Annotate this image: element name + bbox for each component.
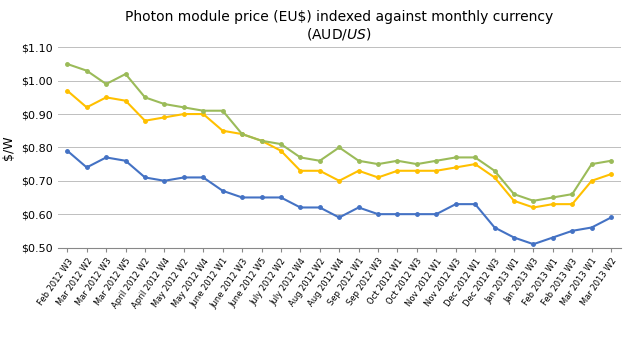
USD$/W bbox=[141, 95, 149, 99]
A$/W bbox=[471, 162, 479, 166]
€/W bbox=[296, 205, 304, 210]
USD$/W bbox=[394, 159, 401, 163]
A$/W bbox=[335, 179, 343, 183]
€/W bbox=[180, 175, 188, 179]
A$/W bbox=[122, 99, 129, 103]
A$/W bbox=[258, 139, 266, 143]
USD$/W bbox=[180, 105, 188, 110]
€/W bbox=[161, 179, 168, 183]
€/W bbox=[83, 165, 91, 170]
A$/W bbox=[607, 172, 615, 176]
USD$/W bbox=[607, 159, 615, 163]
USD$/W bbox=[588, 162, 595, 166]
USD$/W bbox=[491, 169, 499, 173]
USD$/W bbox=[102, 82, 110, 86]
USD$/W bbox=[413, 162, 420, 166]
A$/W bbox=[491, 175, 499, 179]
€/W bbox=[568, 229, 576, 233]
€/W bbox=[141, 175, 149, 179]
USD$/W bbox=[83, 68, 91, 73]
USD$/W bbox=[219, 108, 227, 113]
A$/W bbox=[568, 202, 576, 206]
USD$/W bbox=[355, 159, 362, 163]
€/W bbox=[529, 242, 537, 246]
A$/W bbox=[588, 179, 595, 183]
A$/W bbox=[238, 132, 246, 136]
Line: €/W: €/W bbox=[65, 149, 613, 246]
€/W bbox=[491, 225, 499, 230]
€/W bbox=[394, 212, 401, 216]
A$/W bbox=[433, 169, 440, 173]
€/W bbox=[355, 205, 362, 210]
Y-axis label: $/W: $/W bbox=[3, 135, 15, 160]
€/W bbox=[549, 235, 557, 240]
A$/W bbox=[277, 149, 285, 153]
Title: Photon module price (EU$) indexed against monthly currency
(AUD$/US$): Photon module price (EU$) indexed agains… bbox=[125, 10, 554, 43]
A$/W bbox=[374, 175, 382, 179]
A$/W bbox=[180, 112, 188, 116]
A$/W bbox=[200, 112, 207, 116]
A$/W bbox=[510, 199, 518, 203]
A$/W bbox=[452, 165, 460, 170]
USD$/W bbox=[529, 199, 537, 203]
A$/W bbox=[355, 169, 362, 173]
USD$/W bbox=[549, 195, 557, 199]
€/W bbox=[102, 155, 110, 159]
€/W bbox=[374, 212, 382, 216]
A$/W bbox=[102, 95, 110, 99]
€/W bbox=[258, 195, 266, 199]
USD$/W bbox=[296, 155, 304, 159]
USD$/W bbox=[277, 142, 285, 146]
€/W bbox=[452, 202, 460, 206]
USD$/W bbox=[258, 139, 266, 143]
A$/W bbox=[63, 88, 71, 93]
A$/W bbox=[83, 105, 91, 110]
€/W bbox=[63, 149, 71, 153]
€/W bbox=[471, 202, 479, 206]
€/W bbox=[607, 215, 615, 219]
A$/W bbox=[161, 115, 168, 119]
€/W bbox=[200, 175, 207, 179]
A$/W bbox=[394, 169, 401, 173]
€/W bbox=[238, 195, 246, 199]
€/W bbox=[413, 212, 420, 216]
USD$/W bbox=[200, 108, 207, 113]
A$/W bbox=[296, 169, 304, 173]
Line: A$/W: A$/W bbox=[65, 89, 613, 209]
USD$/W bbox=[161, 102, 168, 106]
€/W bbox=[335, 215, 343, 219]
USD$/W bbox=[335, 145, 343, 150]
A$/W bbox=[219, 128, 227, 133]
USD$/W bbox=[471, 155, 479, 159]
USD$/W bbox=[568, 192, 576, 196]
USD$/W bbox=[63, 62, 71, 66]
A$/W bbox=[141, 119, 149, 123]
A$/W bbox=[316, 169, 324, 173]
USD$/W bbox=[238, 132, 246, 136]
€/W bbox=[219, 189, 227, 193]
€/W bbox=[316, 205, 324, 210]
USD$/W bbox=[510, 192, 518, 196]
USD$/W bbox=[452, 155, 460, 159]
USD$/W bbox=[374, 162, 382, 166]
USD$/W bbox=[122, 72, 129, 76]
€/W bbox=[433, 212, 440, 216]
USD$/W bbox=[433, 159, 440, 163]
A$/W bbox=[529, 205, 537, 210]
USD$/W bbox=[316, 159, 324, 163]
€/W bbox=[588, 225, 595, 230]
A$/W bbox=[413, 169, 420, 173]
€/W bbox=[510, 235, 518, 240]
Line: USD$/W: USD$/W bbox=[65, 62, 613, 202]
A$/W bbox=[549, 202, 557, 206]
€/W bbox=[277, 195, 285, 199]
€/W bbox=[122, 159, 129, 163]
